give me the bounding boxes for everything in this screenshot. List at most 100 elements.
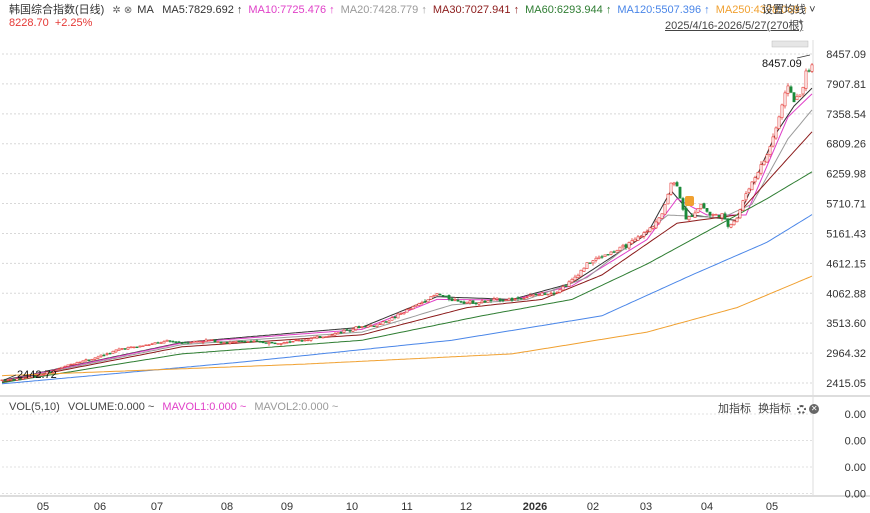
- candle-up: [276, 343, 280, 345]
- candle-down: [372, 325, 376, 328]
- x-tick-label: 07: [151, 501, 163, 513]
- x-tick-label: 05: [37, 501, 49, 513]
- candle-up: [537, 294, 541, 296]
- candle-up: [375, 324, 379, 327]
- candle-up: [777, 116, 781, 129]
- candle-up: [321, 336, 325, 339]
- candle-down: [612, 251, 616, 253]
- candle-up: [366, 325, 370, 328]
- candle-up: [126, 347, 130, 350]
- candle-up: [693, 212, 697, 218]
- candle-up: [417, 303, 421, 306]
- chevron-down-icon: ˅: [809, 4, 816, 16]
- candle-up: [735, 217, 739, 223]
- candle-up: [165, 339, 169, 342]
- candle-up: [6, 379, 10, 381]
- candle-up: [141, 345, 145, 347]
- ma-line-ma120: [1, 214, 813, 385]
- candle-up: [426, 299, 430, 303]
- candle-up: [513, 298, 517, 300]
- candle-up: [117, 348, 121, 351]
- candle-down: [474, 302, 478, 305]
- candle-up: [666, 193, 670, 205]
- ma-line-ma60: [1, 171, 813, 384]
- candle-up: [153, 342, 157, 345]
- candle-down: [708, 211, 712, 216]
- candle-up: [309, 338, 313, 341]
- candle-up: [597, 256, 601, 259]
- candle-up: [222, 342, 226, 344]
- close-icon[interactable]: ✕: [809, 404, 820, 415]
- candle-down: [450, 298, 454, 302]
- candle-up: [24, 377, 28, 379]
- candle-up: [402, 312, 406, 315]
- add-indicator-button[interactable]: 加指标: [718, 403, 751, 415]
- y-tick-label: 6259.98: [826, 169, 866, 181]
- candle-down: [675, 182, 679, 187]
- gear-icon[interactable]: ✲: [112, 5, 121, 16]
- candle-up: [504, 299, 508, 301]
- candle-up: [99, 354, 103, 358]
- x-tick-label: 05: [766, 501, 778, 513]
- candle-down: [792, 92, 796, 103]
- price-readout: 8228.70 +2.25%: [9, 17, 92, 29]
- vol-y-tick-label: 0.00: [845, 409, 866, 421]
- candle-up: [525, 296, 529, 299]
- candle-down: [684, 207, 688, 220]
- candle-down: [456, 299, 460, 302]
- candle-up: [615, 250, 619, 253]
- candle-up: [741, 200, 745, 211]
- candle-up: [639, 236, 643, 238]
- candle-down: [498, 298, 502, 301]
- gear-icon[interactable]: [797, 404, 807, 414]
- ma-settings-button[interactable]: 设置均线 ˅: [762, 1, 816, 17]
- candle-up: [486, 300, 490, 303]
- candle-up: [609, 251, 613, 255]
- candle-up: [468, 300, 472, 304]
- candle-up: [795, 96, 799, 101]
- candle-up: [84, 359, 88, 362]
- candle-up: [132, 346, 136, 349]
- candle-up: [138, 345, 142, 348]
- min-price-label: 2442.72: [17, 369, 57, 381]
- candle-down: [33, 375, 37, 378]
- candle-up: [342, 329, 346, 333]
- date-range[interactable]: 2025/4/16-2026/5/27(270根): [665, 17, 803, 33]
- change-indicator-button[interactable]: 换指标: [758, 403, 792, 415]
- candle-up: [750, 181, 754, 191]
- candle-up: [738, 209, 742, 219]
- candle-up: [378, 323, 382, 325]
- candle-up: [570, 279, 574, 283]
- ma-line-ma10: [1, 93, 813, 382]
- candle-up: [714, 214, 718, 216]
- candle-up: [111, 350, 115, 354]
- ma-value-2: MA20:7428.779 ↑: [340, 4, 427, 16]
- candle-up: [291, 341, 295, 343]
- candle-up: [648, 227, 652, 232]
- ma-label: MA: [137, 4, 154, 16]
- candle-up: [420, 302, 424, 304]
- candle-up: [720, 213, 724, 219]
- candle-down: [183, 342, 187, 344]
- candle-up: [660, 213, 664, 219]
- candle-down: [108, 352, 112, 355]
- candle-down: [726, 218, 730, 227]
- candle-up: [507, 298, 511, 301]
- candle-up: [567, 281, 571, 287]
- candle-up: [231, 341, 235, 343]
- candle-down: [348, 330, 352, 332]
- x-tick-label: 04: [701, 501, 713, 513]
- candle-up: [549, 292, 553, 295]
- index-title: 韩国综合指数(日线): [9, 4, 105, 16]
- candle-down: [240, 340, 244, 343]
- close-icon[interactable]: ⊗: [123, 5, 133, 16]
- candle-up: [162, 341, 166, 344]
- candle-up: [672, 182, 676, 185]
- candle-up: [699, 203, 703, 209]
- candle-down: [180, 342, 184, 344]
- candle-up: [282, 342, 286, 345]
- candle-up: [279, 343, 283, 345]
- pin-icon[interactable]: ✦: [797, 17, 805, 27]
- candle-up: [159, 342, 163, 344]
- candle-up: [798, 94, 802, 97]
